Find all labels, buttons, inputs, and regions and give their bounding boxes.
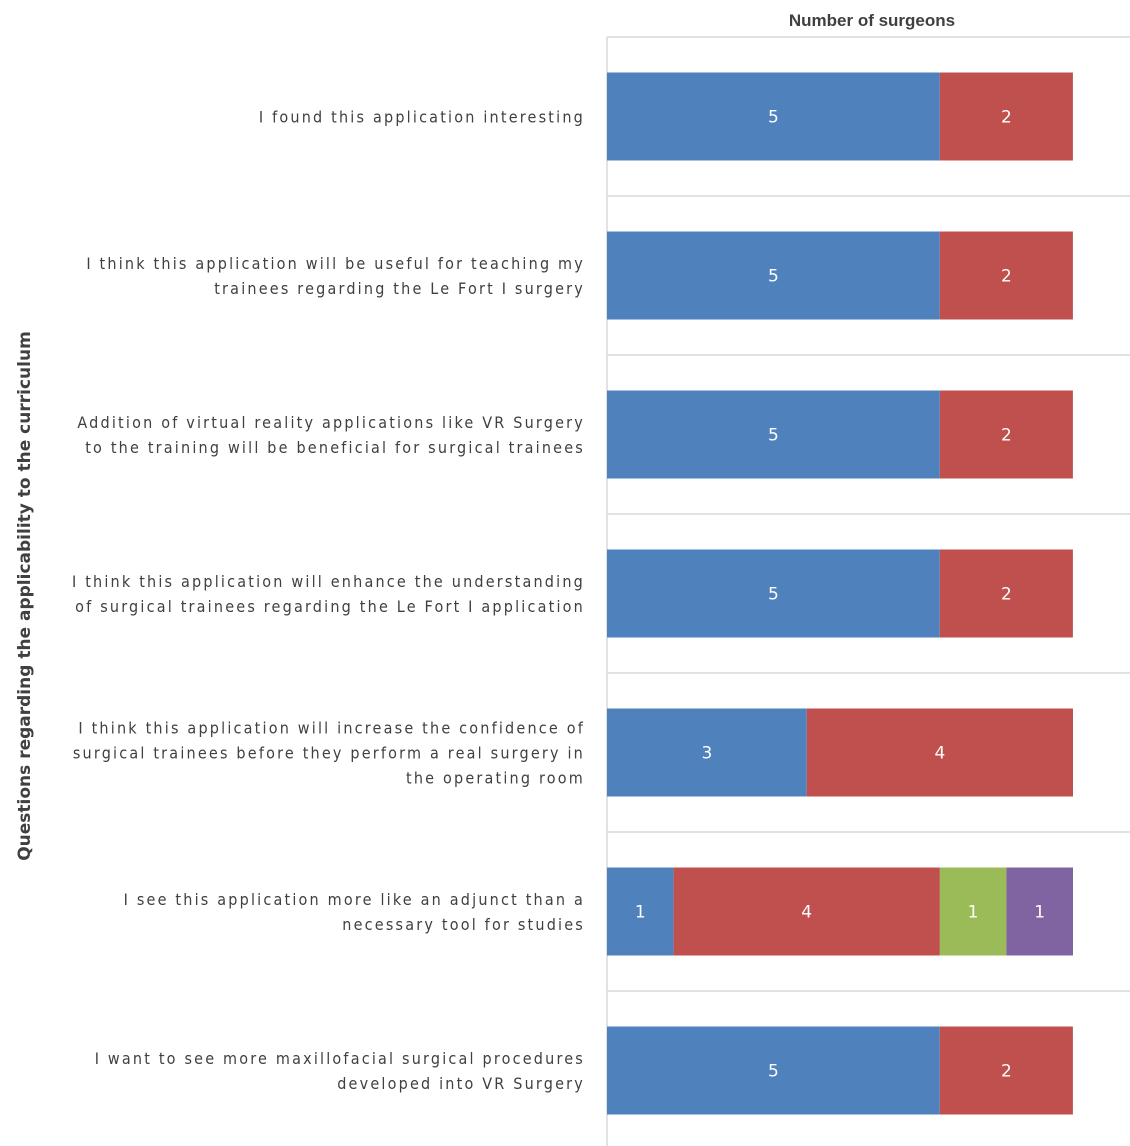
bar-segment xyxy=(939,390,1073,479)
data-label: 5 xyxy=(768,426,779,446)
y-axis-title: Questions regarding the applicability to… xyxy=(15,331,35,861)
category-label: developed into VR Surgery xyxy=(337,1074,585,1093)
bar-segment xyxy=(939,231,1073,320)
category-label: I think this application will enhance th… xyxy=(72,572,585,591)
category-labels: I found this application interesting I th… xyxy=(72,108,585,1094)
category-label: necessary tool for studies xyxy=(342,915,585,934)
bar-segment xyxy=(607,708,807,797)
gridlines xyxy=(607,36,1130,992)
data-label: 5 xyxy=(768,267,779,287)
category-label: the operating room xyxy=(406,769,585,788)
category-label: Addition of virtual reality applications… xyxy=(77,413,585,432)
x-axis-title: Number of surgeons xyxy=(789,11,955,30)
bar-segment xyxy=(939,549,1073,638)
bar-segment xyxy=(607,72,940,161)
data-label: 2 xyxy=(1001,426,1012,446)
data-label: 2 xyxy=(1001,108,1012,128)
data-label: 1 xyxy=(1034,903,1045,923)
bars: 5 2 5 2 5 2 5 2 3 4 1 4 1 1 5 2 xyxy=(607,72,1073,1115)
category-label: I think this application will increase t… xyxy=(78,719,585,738)
data-label: 2 xyxy=(1001,267,1012,287)
bar-segment xyxy=(939,1026,1073,1115)
data-label: 5 xyxy=(768,585,779,605)
bar-segment xyxy=(607,390,940,479)
bar-segment xyxy=(939,72,1073,161)
category-label: of surgical trainees regarding the Le Fo… xyxy=(75,597,585,616)
category-label: I see this application more like an adju… xyxy=(124,890,585,909)
data-label: 4 xyxy=(934,744,945,764)
bar-segment xyxy=(607,549,940,638)
data-label: 3 xyxy=(701,744,712,764)
bar-segment xyxy=(806,708,1073,797)
data-label: 4 xyxy=(801,903,812,923)
data-label: 1 xyxy=(635,903,646,923)
data-label: 5 xyxy=(768,108,779,128)
bar-segment xyxy=(673,867,940,956)
bar-segment xyxy=(1006,867,1073,956)
bar-segment xyxy=(607,231,940,320)
category-label: trainees regarding the Le Fort I surgery xyxy=(214,279,585,298)
bar-segment xyxy=(607,867,674,956)
category-label: to the training will be beneficial for s… xyxy=(85,438,585,457)
data-label: 5 xyxy=(768,1062,779,1082)
bar-segment xyxy=(939,867,1007,956)
category-label: I found this application interesting xyxy=(259,108,585,127)
bar-segment xyxy=(607,1026,940,1115)
category-label: I want to see more maxillofacial surgica… xyxy=(95,1049,585,1068)
category-label: I think this application will be useful … xyxy=(86,254,585,273)
data-label: 2 xyxy=(1001,585,1012,605)
data-label: 1 xyxy=(968,903,979,923)
category-label: surgical trainees before they perform a … xyxy=(73,744,585,763)
data-label: 2 xyxy=(1001,1062,1012,1082)
